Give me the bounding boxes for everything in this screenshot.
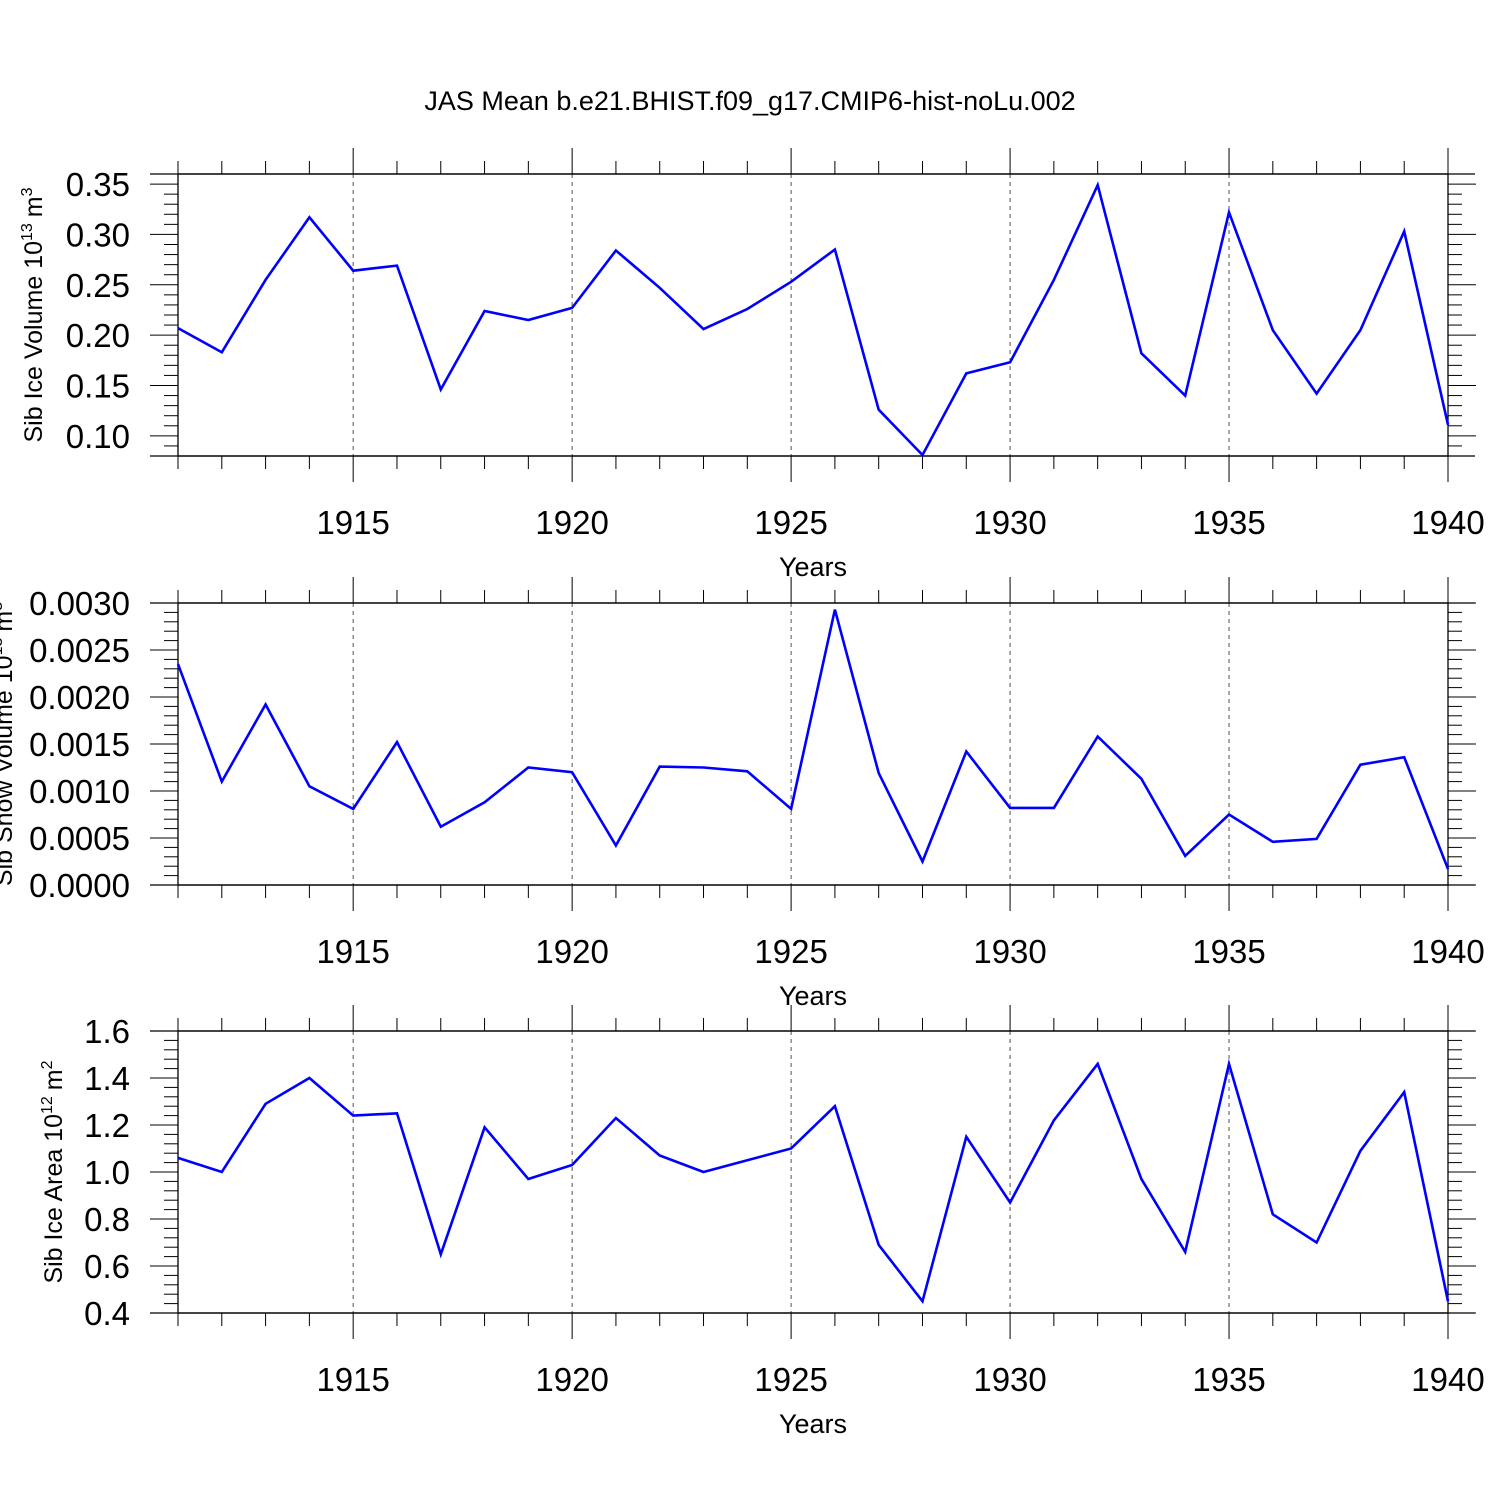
y-axis-label-text: Sib Ice Area 10 xyxy=(40,1114,68,1284)
y-axis-label: Sib Ice Area 1012 m2 xyxy=(39,1060,68,1283)
x-tick-label: 1920 xyxy=(535,504,608,541)
x-tick-label: 1915 xyxy=(316,1361,389,1398)
x-tick-label: 1940 xyxy=(1411,933,1484,970)
y-tick-label: 0.25 xyxy=(66,267,130,304)
y-tick-label: 1.2 xyxy=(84,1107,130,1144)
x-axis-label: Years xyxy=(779,981,847,1011)
x-tick-label: 1940 xyxy=(1411,504,1484,541)
y-axis-label-text: Sib Ice Volume 10 xyxy=(20,241,48,443)
y-tick-label: 0.20 xyxy=(66,317,130,354)
x-tick-label: 1930 xyxy=(973,504,1046,541)
y-axis-label: Sib Snow Volume 1013 m3 xyxy=(0,602,18,886)
y-tick-label: 0.8 xyxy=(84,1201,130,1238)
y-axis-label-exponent: 13 xyxy=(19,223,36,241)
y-axis-label-unit-exponent: 3 xyxy=(19,187,36,196)
y-tick-label: 0.0015 xyxy=(29,726,130,763)
y-tick-label: 0.0000 xyxy=(29,867,130,904)
y-tick-label: 0.10 xyxy=(66,418,130,455)
series-line xyxy=(177,1058,1450,1305)
y-tick-label: 0.0020 xyxy=(29,679,130,716)
x-tick-label: 1925 xyxy=(754,504,827,541)
y-tick-label: 0.0030 xyxy=(29,585,130,622)
y-tick-label: 0.4 xyxy=(84,1295,130,1332)
y-axis-label-unit: m xyxy=(40,1069,68,1090)
panel-2: 1915 1920 1925 1930 1935 1940 Years 0.0000 0.000… xyxy=(0,577,1485,1011)
x-tick-label: 1925 xyxy=(754,1361,827,1398)
x-axis-label: Years xyxy=(779,1409,847,1439)
y-axis-label-exponent: 12 xyxy=(39,1096,56,1114)
y-tick-label: 0.30 xyxy=(66,216,130,253)
series-line xyxy=(177,181,1450,458)
y-tick-label: 1.4 xyxy=(84,1060,130,1097)
x-tick-label: 1935 xyxy=(1192,933,1265,970)
x-tick-label: 1920 xyxy=(535,1361,608,1398)
y-tick-label: 1.0 xyxy=(84,1154,130,1191)
y-tick-label: 0.6 xyxy=(84,1248,130,1285)
x-tick-label: 1920 xyxy=(535,933,608,970)
x-tick-label: 1940 xyxy=(1411,1361,1484,1398)
panel-3: 1915 1920 1925 1930 1935 1940 Years 0.4 0.6 0.8 1.… xyxy=(39,1005,1485,1439)
y-axis-label-unit-exponent: 3 xyxy=(0,602,6,611)
x-tick-label: 1915 xyxy=(316,504,389,541)
x-tick-label: 1925 xyxy=(754,933,827,970)
y-tick-label: 0.0005 xyxy=(29,820,130,857)
series-line xyxy=(176,609,1450,870)
panels: 1915 1920 1925 1930 1935 1940 Years 0.10 0.15 0.2… xyxy=(0,148,1485,1439)
y-tick-label: 0.0010 xyxy=(29,773,130,810)
y-axis-label: Sib Ice Volume 1013 m3 xyxy=(19,187,48,442)
y-tick-label: 0.15 xyxy=(66,368,130,405)
x-tick-label: 1935 xyxy=(1192,1361,1265,1398)
figure-title: JAS Mean b.e21.BHIST.f09_g17.CMIP6-hist-… xyxy=(424,86,1075,116)
y-axis-label-text: Sib Snow Volume 10 xyxy=(0,655,18,886)
y-tick-label: 0.35 xyxy=(66,166,130,203)
x-tick-label: 1930 xyxy=(973,933,1046,970)
x-tick-label: 1915 xyxy=(316,933,389,970)
x-tick-label: 1935 xyxy=(1192,504,1265,541)
x-tick-label: 1930 xyxy=(973,1361,1046,1398)
x-axis-label: Years xyxy=(779,552,847,582)
y-axis-label-unit: m xyxy=(20,196,48,217)
y-axis-label-unit-exponent: 2 xyxy=(39,1060,56,1069)
y-axis-label-unit: m xyxy=(0,611,18,632)
y-tick-label: 1.6 xyxy=(84,1013,130,1050)
y-axis-label-exponent: 13 xyxy=(0,638,6,656)
y-tick-label: 0.0025 xyxy=(29,632,130,669)
panel-1: 1915 1920 1925 1930 1935 1940 Years 0.10 0.15 0.2… xyxy=(19,148,1485,582)
